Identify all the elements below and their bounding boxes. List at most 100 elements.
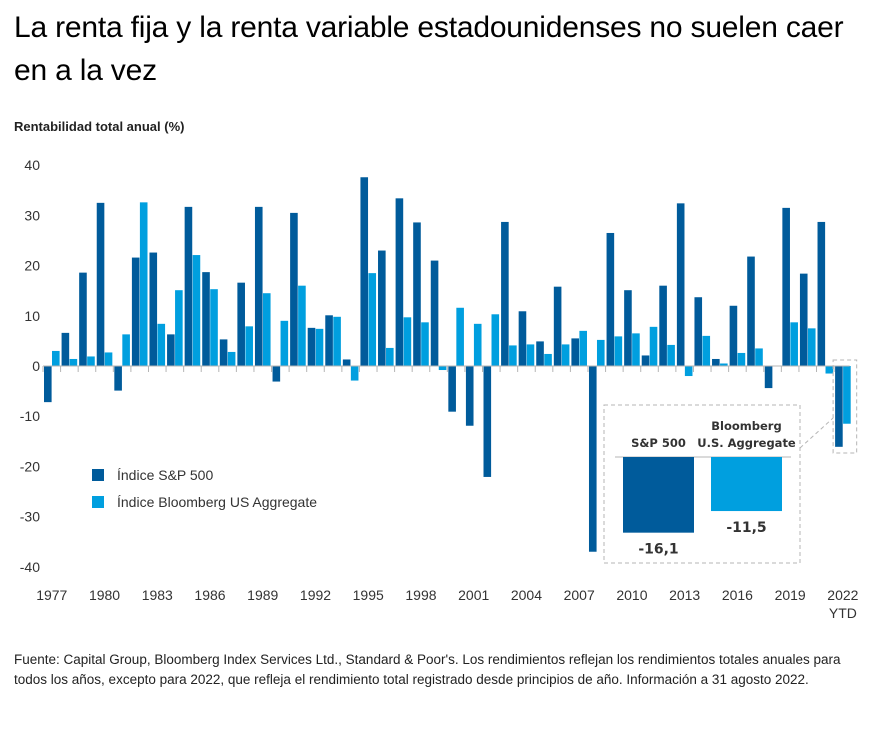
bar-sp500 — [606, 232, 615, 366]
y-tick-label: -20 — [20, 458, 40, 474]
x-tick-label: 2007 — [564, 587, 595, 603]
bar-sp500 — [465, 366, 474, 426]
legend: Índice S&P 500 Índice Bloomberg US Aggreg… — [92, 467, 317, 510]
bar-bloomberg — [544, 353, 552, 366]
x-tick-label: 2001 — [458, 587, 489, 603]
bar-sp500 — [712, 358, 720, 366]
inset-value-label: -16,1 — [638, 542, 678, 558]
bar-bloomberg — [737, 352, 746, 366]
bar-bloomberg — [52, 350, 60, 366]
bar-sp500 — [290, 212, 298, 366]
bar-bloomberg — [104, 352, 113, 366]
bar-sp500 — [325, 315, 333, 366]
bar-sp500 — [360, 177, 369, 366]
bar-sp500 — [96, 202, 105, 366]
y-tick-label: 30 — [24, 207, 40, 223]
bar-bloomberg — [438, 366, 447, 371]
bar-sp500 — [413, 222, 421, 366]
bar-sp500 — [202, 272, 210, 366]
x-tick-label: 1989 — [247, 587, 278, 603]
bar-bloomberg — [509, 345, 517, 366]
bar-bloomberg — [368, 273, 377, 366]
bar-sp500 — [483, 366, 492, 477]
x-tick-sublabel: YTD — [829, 605, 857, 621]
legend-swatch-sp500 — [92, 469, 104, 481]
bar-bloomberg — [579, 330, 587, 366]
bar-bloomberg — [69, 358, 78, 366]
series-bloomberg — [52, 202, 851, 424]
y-tick-label: 0 — [32, 358, 40, 374]
inset-series-label: Bloomberg — [711, 419, 781, 433]
bar-sp500 — [237, 282, 245, 366]
bar-bloomberg — [473, 323, 482, 366]
bar-sp500 — [729, 305, 738, 366]
legend-swatch-bloomberg — [92, 496, 104, 508]
x-tick-label: 2004 — [511, 587, 542, 603]
bar-bloomberg — [649, 326, 658, 366]
inset-2022-detail: -16,1 S&P 500 -11,5 Bloomberg U.S. Aggregate — [603, 359, 858, 564]
bar-sp500 — [553, 286, 562, 366]
bar-sp500 — [79, 272, 87, 366]
y-tick-label: -30 — [20, 509, 40, 525]
bar-bloomberg — [245, 326, 253, 366]
bar-bloomberg — [807, 328, 816, 366]
inset-series-label: S&P 500 — [631, 436, 686, 450]
x-tick-label: 1995 — [353, 587, 384, 603]
bar-bloomberg — [403, 317, 412, 366]
bar-bloomberg — [790, 322, 798, 366]
bar-bloomberg — [87, 356, 95, 366]
bar-sp500 — [835, 366, 843, 447]
x-tick-label: 1998 — [405, 587, 436, 603]
x-tick-label: 1977 — [36, 587, 67, 603]
x-tick-label: 1983 — [142, 587, 173, 603]
bar-bloomberg — [192, 255, 201, 366]
bar-sp500 — [149, 252, 158, 366]
bar-bloomberg — [843, 366, 851, 424]
legend-label: Índice S&P 500 — [117, 467, 213, 483]
inset-box — [603, 404, 801, 564]
inset-value-label: -11,5 — [726, 520, 766, 536]
inset-connector — [799, 417, 834, 449]
bar-sp500 — [307, 327, 316, 366]
inset-bar-bloomberg — [711, 457, 782, 512]
bar-bloomberg — [825, 366, 834, 374]
bar-bloomberg — [632, 333, 640, 366]
y-tick-label: 20 — [24, 258, 40, 274]
bar-bloomberg — [720, 363, 728, 366]
highlight-box-2022 — [832, 359, 858, 454]
y-tick-label: -40 — [20, 559, 40, 575]
bar-bloomberg — [315, 328, 324, 366]
bar-sp500 — [167, 334, 175, 366]
bar-bloomberg — [139, 202, 148, 366]
y-tick-label: 40 — [24, 157, 40, 173]
bar-bloomberg — [596, 339, 605, 366]
bar-sp500 — [184, 206, 193, 366]
bar-bloomberg — [227, 351, 236, 366]
bar-bloomberg — [122, 334, 130, 366]
x-tick-label: 2022 — [827, 587, 858, 603]
bar-sp500 — [641, 355, 650, 366]
bar-sp500 — [571, 338, 579, 366]
bar-sp500 — [114, 366, 122, 391]
bar-sp500 — [764, 366, 773, 389]
y-tick-label: 10 — [24, 308, 40, 324]
bar-bloomberg — [386, 347, 394, 366]
bar-sp500 — [430, 260, 439, 366]
bar-bloomberg — [702, 335, 711, 366]
y-axis-ticks: 40 30 20 10 0 -10 -20 -30 -40 — [20, 157, 40, 575]
bar-sp500 — [44, 366, 52, 403]
bar-bloomberg — [262, 293, 271, 366]
bar-sp500 — [272, 366, 281, 382]
bar-sp500 — [219, 339, 228, 366]
bars — [44, 177, 851, 552]
bar-bloomberg — [210, 289, 218, 366]
bar-bloomberg — [333, 316, 341, 366]
bar-sp500 — [254, 206, 263, 366]
x-tick-label: 2013 — [669, 587, 700, 603]
bar-bloomberg — [614, 336, 623, 366]
bar-sp500 — [536, 341, 544, 366]
y-axis-title: Rentabilidad total anual (%) — [14, 119, 185, 134]
bar-sp500 — [659, 285, 667, 366]
inset-series-label: U.S. Aggregate — [697, 436, 796, 450]
